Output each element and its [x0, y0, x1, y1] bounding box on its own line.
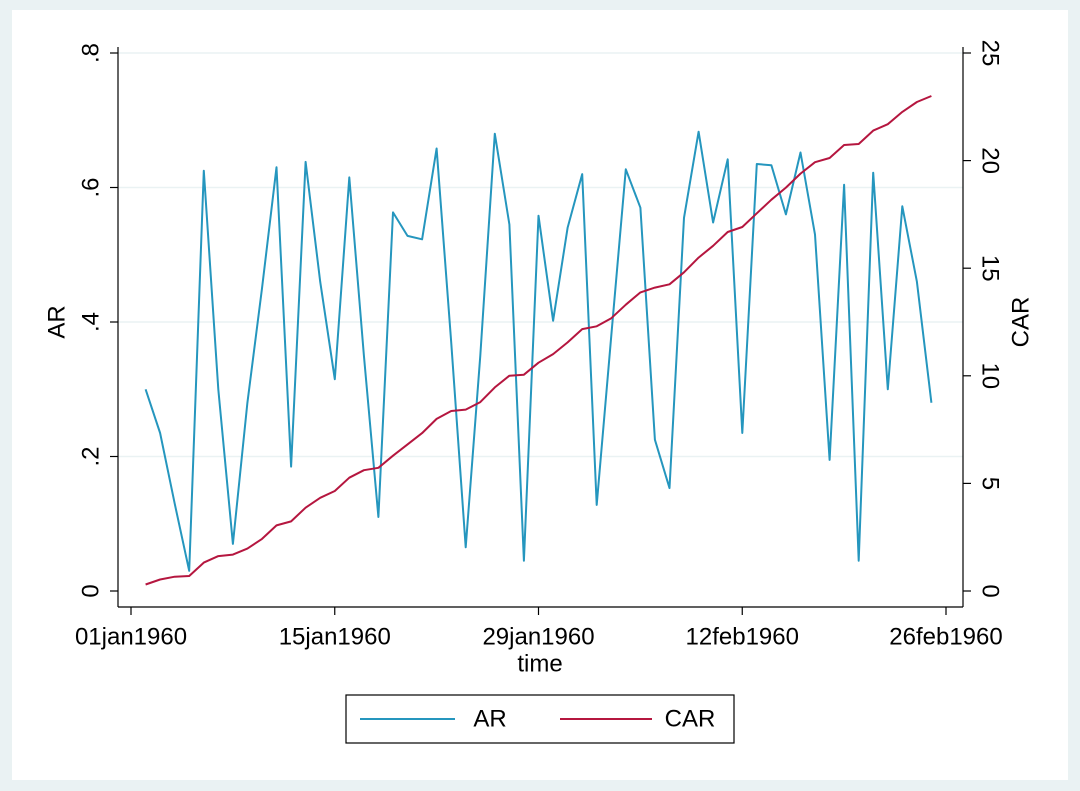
x-tick-label: 29jan1960: [482, 623, 594, 650]
y2-tick-label: 0: [977, 584, 1004, 597]
x-tick-label: 12feb1960: [686, 623, 799, 650]
y2-tick-label: 10: [977, 362, 1004, 389]
y-axis-title: AR: [43, 305, 70, 338]
y2-tick-label: 5: [977, 477, 1004, 490]
y2-tick-label: 20: [977, 147, 1004, 174]
x-tick-label: 26feb1960: [889, 623, 1002, 650]
y-tick-label: .8: [77, 43, 104, 63]
x-tick-label: 01jan1960: [75, 623, 187, 650]
series-line: [145, 95, 932, 586]
y2-tick-label: 15: [977, 255, 1004, 282]
x-axis-title: time: [517, 650, 562, 677]
x-tick-label: 15jan1960: [279, 623, 391, 650]
y-tick-label: .2: [77, 446, 104, 466]
legend-label: AR: [473, 705, 506, 732]
y-tick-label: 0: [77, 584, 104, 597]
graph-region: [12, 10, 1068, 780]
y-tick-label: .6: [77, 177, 104, 197]
y-tick-label: .4: [77, 312, 104, 332]
legend-label: CAR: [665, 705, 716, 732]
series-line: [144, 130, 933, 572]
y2-axis-title: CAR: [1007, 297, 1034, 348]
y2-tick-label: 25: [977, 40, 1004, 67]
